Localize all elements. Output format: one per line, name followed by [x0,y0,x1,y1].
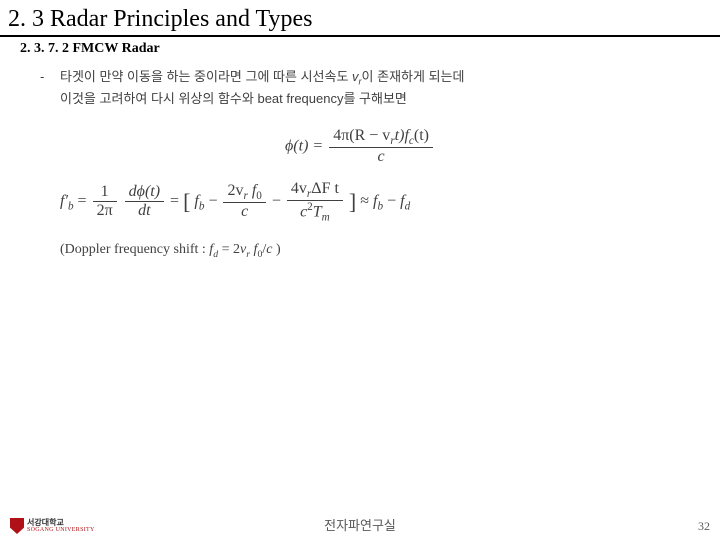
eq2-t2-num-a: 2v [227,182,243,199]
eq2-t3: 4vrΔF t c2Tm [287,180,343,224]
eq2-t2-num-sub2: 0 [256,190,262,202]
bullet-item: - 타겟이 만약 이동을 하는 중이라면 그에 따른 시선속도 vr이 존재하게… [0,67,720,109]
eq2-t1-sub: b [199,201,205,213]
eq2-t3-den-b: T [313,203,322,220]
eq1-num-b: t)f [395,127,409,144]
eq2-frac1: 1 2π [93,183,117,220]
section-title: 2. 3 Radar Principles and Types [0,0,720,37]
eq2-bracket-close: ] [349,189,356,214]
logo-text: 서강대학교 SOGANG UNIVERSITY [27,519,95,533]
equation-fb: f′b = 1 2π dϕ(t) dt = [ fb − 2vr f0 c − … [0,180,720,224]
eq1-frac: 4π(R − vrt)fc(t) c [329,127,433,166]
eq2-t2: 2vr f0 c [223,182,265,221]
equation-phi: ϕ(t) = 4π(R − vrt)fc(t) c [0,127,720,166]
eq2-t3-den-sub: m [322,212,330,224]
logo-en: SOGANG UNIVERSITY [27,527,95,533]
eq2-frac2: dϕ(t) dt [125,183,164,220]
doppler-close: ) [272,242,280,257]
footer-center: 전자파연구실 [324,515,396,534]
eq2-t3-num-b: ΔF t [311,180,339,197]
eq2-r1-sub: b [377,201,383,213]
eq2-lhs-b: = [74,192,91,209]
eq2-lhs-a: f′ [60,192,68,209]
bullet-dash: - [40,67,60,109]
eq1-num-a: 4π(R − v [333,127,390,144]
shield-icon [10,518,24,534]
university-logo: 서강대학교 SOGANG UNIVERSITY [10,518,95,534]
eq2-minus2: − [272,192,285,209]
eq2-minus3: − [387,192,400,209]
doppler-open: (Doppler frequency shift : [60,242,209,257]
subsection-title: 2. 3. 7. 2 FMCW Radar [0,41,720,57]
eq1-lhs: ϕ(t) = [285,137,327,154]
doppler-eq: = 2 [218,242,240,257]
eq2-t2-den: c [223,203,265,221]
doppler-note: (Doppler frequency shift : fd = 2vr f0/c… [0,242,720,260]
eq2-r2-sub: d [405,201,411,213]
bullet-line2-b: beat frequency [257,91,343,106]
eq2-frac2-den: dt [125,202,164,220]
logo-kr: 서강대학교 [27,519,95,527]
eq2-minus1: − [208,192,221,209]
eq1-den: c [329,148,433,166]
eq2-approx: ≈ [360,192,373,209]
bullet-line1-a: 타겟이 만약 이동을 하는 중이라면 그에 따른 시선속도 [60,69,352,84]
bullet-line2-a: 이것을 고려하여 다시 위상의 함수와 [60,91,257,106]
page-number: 32 [698,519,710,534]
eq1-num-c: (t) [414,127,429,144]
eq2-t3-num-a: 4v [291,180,307,197]
eq2-bracket-open: [ [183,189,190,214]
bullet-text: 타겟이 만약 이동을 하는 중이라면 그에 따른 시선속도 vr이 존재하게 되… [60,67,720,109]
eq2-frac2-num: dϕ(t) [125,183,164,202]
bullet-line2-c: 를 구해보면 [343,91,406,106]
eq2-eq: = [170,192,183,209]
eq2-frac1-den: 2π [93,202,117,220]
bullet-line1-b: 이 존재하게 되는데 [362,69,465,84]
eq2-frac1-num: 1 [93,183,117,202]
footer: 서강대학교 SOGANG UNIVERSITY 전자파연구실 32 [0,510,720,540]
